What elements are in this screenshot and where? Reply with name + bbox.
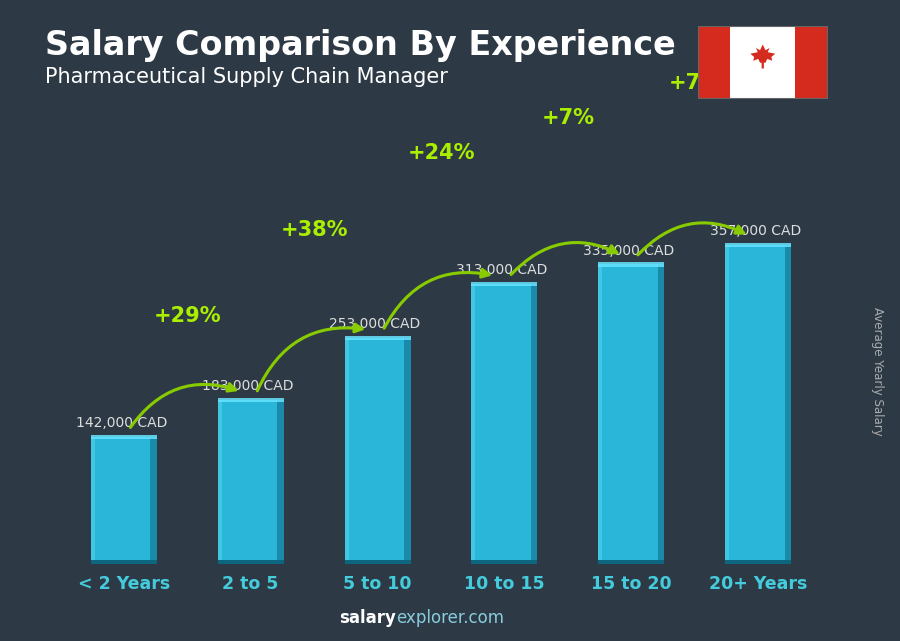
Bar [150, 437, 157, 564]
Bar [345, 338, 410, 564]
Bar [598, 265, 664, 564]
Bar [725, 560, 791, 564]
Text: Salary Comparison By Experience: Salary Comparison By Experience [45, 29, 676, 62]
Text: explorer.com: explorer.com [396, 609, 504, 627]
Bar [472, 560, 537, 564]
Bar [472, 284, 537, 564]
Text: +7%: +7% [542, 108, 594, 128]
Text: salary: salary [339, 609, 396, 627]
Bar [345, 560, 410, 564]
Bar [218, 398, 284, 403]
Bar [472, 282, 537, 286]
Bar [598, 560, 664, 564]
Bar [218, 401, 221, 564]
Text: 357,000 CAD: 357,000 CAD [710, 224, 801, 238]
Bar [658, 265, 664, 564]
Bar [785, 245, 791, 564]
Bar [91, 560, 157, 564]
Bar [598, 265, 602, 564]
Bar [725, 245, 729, 564]
Text: Average Yearly Salary: Average Yearly Salary [871, 308, 884, 436]
Bar [91, 437, 157, 564]
Bar [277, 401, 284, 564]
Bar [91, 435, 157, 439]
Text: +29%: +29% [153, 306, 221, 326]
Text: 335,000 CAD: 335,000 CAD [583, 244, 674, 258]
Bar [218, 560, 284, 564]
Text: +38%: +38% [281, 220, 348, 240]
Text: 183,000 CAD: 183,000 CAD [202, 379, 294, 394]
Text: +24%: +24% [407, 144, 475, 163]
Bar [531, 284, 537, 564]
Bar [472, 284, 475, 564]
Bar [598, 262, 664, 267]
Bar [725, 245, 791, 564]
Bar [91, 437, 94, 564]
Text: 313,000 CAD: 313,000 CAD [456, 263, 547, 277]
Text: 253,000 CAD: 253,000 CAD [329, 317, 420, 331]
Bar [345, 336, 410, 340]
Text: +7%: +7% [669, 73, 721, 93]
Polygon shape [751, 44, 775, 69]
Bar [345, 338, 348, 564]
Text: 142,000 CAD: 142,000 CAD [76, 416, 166, 430]
Bar [698, 26, 730, 99]
Bar [218, 401, 284, 564]
Bar [404, 338, 410, 564]
Bar [796, 26, 828, 99]
Bar [725, 243, 791, 247]
Text: Pharmaceutical Supply Chain Manager: Pharmaceutical Supply Chain Manager [45, 67, 448, 87]
